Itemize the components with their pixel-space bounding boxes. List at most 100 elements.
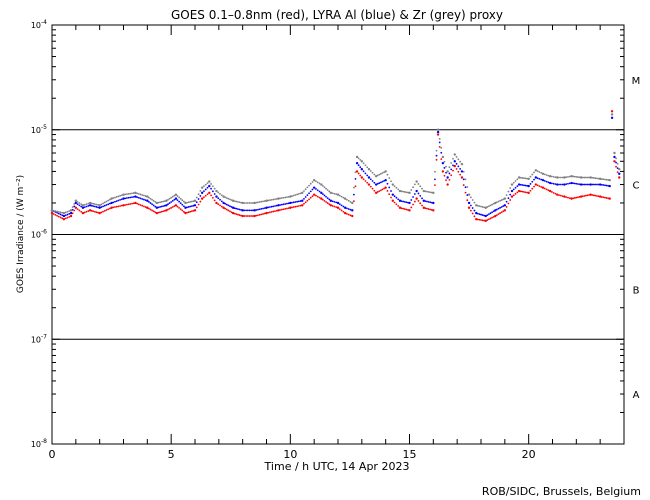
series-1-dot [303,197,305,200]
series-2-dot [157,201,160,204]
series-0-dot [144,206,147,208]
series-0-point [265,211,268,215]
series-2-dot [516,178,519,181]
series-1-dot [292,201,295,204]
series-2-dot [186,201,188,204]
series-1-dot [440,151,443,154]
series-1-point [336,201,340,205]
series-2-dot [255,201,258,204]
series-1-dot [171,199,174,202]
series-1-dot [373,181,376,184]
series-1-dot [229,205,231,208]
series-0-point [441,170,445,173]
series-2-dot [190,200,193,203]
series-1-point [360,168,364,171]
series-1-dot [80,205,83,208]
series-1-dot [340,204,343,207]
series-0-dot [388,193,391,196]
series-1-point [329,199,333,202]
series-0-dot [151,209,154,212]
series-0-point [541,186,545,189]
series-2-dot [170,196,173,199]
series-2-dot [323,186,326,189]
series-1-dot [342,205,345,208]
series-0-dot [476,218,479,221]
series-2-dot [73,203,76,205]
series-2-dot [616,162,619,165]
series-2-dot [403,191,406,193]
series-2-dot [462,170,465,173]
series-2-dot [551,175,553,178]
series-0-dot [255,214,258,217]
series-1-dot [263,207,266,210]
series-0-dot [521,190,524,193]
series-0-dot [364,180,367,182]
series-0-point [355,170,359,173]
series-1-dot [412,196,414,198]
series-0-dot [605,197,608,199]
series-1-dot [90,204,93,207]
series-2-dot [204,183,207,186]
series-0-dot [434,184,436,186]
series-2-point [184,201,187,205]
series-2-dot [426,190,428,193]
series-1-dot [279,204,282,206]
series-1-point [570,181,573,185]
series-2-dot [602,178,605,181]
series-1-dot [87,205,90,207]
series-2-dot [168,197,171,200]
series-1-dot [509,193,512,196]
series-1-dot [176,199,179,202]
series-0-dot [486,219,489,221]
series-0-point [589,193,592,196]
series-1-dot [390,190,392,192]
series-1-point [231,206,235,209]
series-1-dot [291,201,293,204]
flare-class-lines [52,129,624,340]
series-2-dot [59,211,62,214]
series-2-dot [64,211,67,214]
series-0-dot [395,203,398,206]
series-2-dot [488,205,490,208]
series-0-dot [346,212,348,215]
series-0-dot [427,208,430,210]
series-0-dot [73,209,76,212]
series-1-dot [573,182,576,185]
series-0-dot [471,212,474,215]
series-0-dot [219,204,221,207]
series-0-dot [403,208,406,210]
series-2-dot [243,202,246,204]
series-1-dot [139,197,142,200]
series-1-dot [284,203,287,205]
series-0-dot [438,145,441,148]
series-1-dot [591,183,594,186]
series-0-point [343,211,347,215]
series-2-point [475,204,478,207]
series-1-dot [481,214,484,216]
series-2-dot [286,196,288,199]
series-1-dot [309,190,312,193]
series-0-point [98,211,101,215]
series-0-dot [119,205,121,207]
series-0-dot [378,190,381,192]
series-2-point [122,193,125,196]
series-2-point [548,175,552,178]
series-2-point [541,172,545,175]
series-2-dot [78,202,81,204]
series-0-dot [187,211,190,214]
series-2-dot [596,177,598,180]
series-2-dot [181,199,184,202]
series-0-point [253,214,256,218]
series-1-dot [287,202,290,205]
series-2-dot [552,175,555,178]
series-1-point [110,201,113,205]
series-2-dot [132,192,135,194]
series-0-point [510,195,514,198]
series-1-dot [220,200,223,203]
series-1-dot [144,199,147,202]
series-2-dot [575,175,578,178]
series-0-dot [90,209,93,212]
series-1-dot [478,213,481,215]
series-2-point [74,199,78,202]
series-1-point [343,206,347,209]
